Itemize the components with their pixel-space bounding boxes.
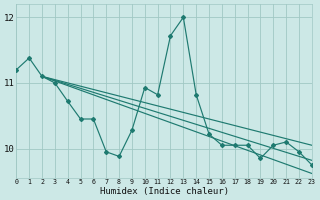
- X-axis label: Humidex (Indice chaleur): Humidex (Indice chaleur): [100, 187, 228, 196]
